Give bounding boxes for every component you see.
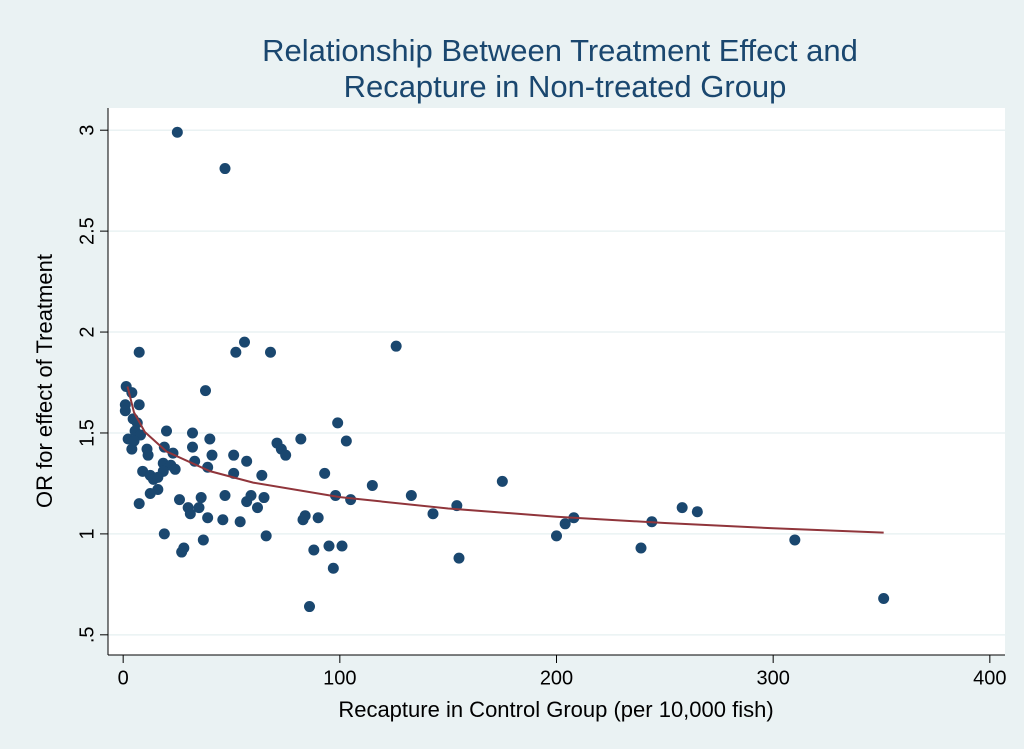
point xyxy=(228,449,240,461)
point xyxy=(691,506,703,518)
y-tick-label: 1.5 xyxy=(76,419,98,447)
point xyxy=(200,385,211,397)
chart-title: Relationship Between Treatment Effect an… xyxy=(262,33,858,68)
point xyxy=(635,542,647,554)
point xyxy=(241,455,253,467)
point xyxy=(158,528,170,540)
point xyxy=(345,494,357,506)
point xyxy=(217,514,229,526)
point xyxy=(366,479,378,491)
point xyxy=(427,508,439,520)
point xyxy=(206,449,218,461)
point xyxy=(195,492,207,504)
point xyxy=(197,534,209,546)
x-tick-label: 100 xyxy=(323,667,356,689)
point xyxy=(144,488,156,500)
point xyxy=(559,518,571,530)
point xyxy=(239,336,250,348)
x-tick-label: 200 xyxy=(540,667,573,689)
point xyxy=(789,534,801,546)
point xyxy=(152,471,164,483)
point xyxy=(676,502,688,514)
point xyxy=(252,502,263,514)
x-axis-label: Recapture in Control Group (per 10,000 f… xyxy=(338,697,773,722)
point xyxy=(230,346,242,358)
point xyxy=(193,502,205,514)
point xyxy=(234,516,246,528)
point xyxy=(256,469,268,481)
point xyxy=(295,433,307,445)
point xyxy=(304,601,315,613)
point xyxy=(265,346,276,358)
point xyxy=(405,490,417,502)
point xyxy=(327,562,339,574)
plot-area xyxy=(108,108,1005,655)
y-tick-label: .5 xyxy=(76,626,98,643)
point xyxy=(202,512,214,524)
point xyxy=(176,546,188,558)
y-tick-label: 3 xyxy=(76,125,98,136)
point xyxy=(158,441,170,453)
point xyxy=(390,340,402,352)
x-tick-label: 300 xyxy=(756,667,789,689)
point xyxy=(297,514,309,526)
point xyxy=(312,512,324,524)
point xyxy=(184,508,196,520)
point xyxy=(336,540,348,552)
point xyxy=(202,461,214,473)
point xyxy=(133,498,145,510)
point xyxy=(308,544,320,556)
point xyxy=(204,433,216,445)
point xyxy=(169,463,181,475)
point xyxy=(142,449,154,461)
point xyxy=(219,163,231,175)
point xyxy=(453,552,465,564)
point xyxy=(496,475,508,487)
point xyxy=(340,435,352,447)
y-axis-label: OR for effect of Treatment xyxy=(32,254,57,508)
point xyxy=(126,443,138,455)
point xyxy=(551,530,562,542)
point xyxy=(260,530,272,542)
point xyxy=(174,494,185,506)
point xyxy=(219,490,231,502)
point xyxy=(258,492,270,504)
y-tick-label: 2 xyxy=(76,326,98,337)
point xyxy=(171,126,183,138)
point xyxy=(332,417,344,429)
point xyxy=(133,399,145,411)
point xyxy=(133,346,145,358)
point xyxy=(323,540,335,552)
point xyxy=(187,427,198,439)
x-tick-label: 400 xyxy=(973,667,1006,689)
point xyxy=(119,405,131,417)
fit-line xyxy=(126,386,884,534)
x-tick-label: 0 xyxy=(118,667,129,689)
point xyxy=(161,425,172,437)
y-tick-label: 2.5 xyxy=(76,217,98,245)
y-tick-label: 1 xyxy=(76,528,98,539)
point xyxy=(878,592,890,604)
point xyxy=(187,441,198,453)
point xyxy=(245,490,257,502)
point xyxy=(319,467,331,479)
point xyxy=(280,449,292,461)
chart-title: Recapture in Non-treated Group xyxy=(344,69,787,104)
